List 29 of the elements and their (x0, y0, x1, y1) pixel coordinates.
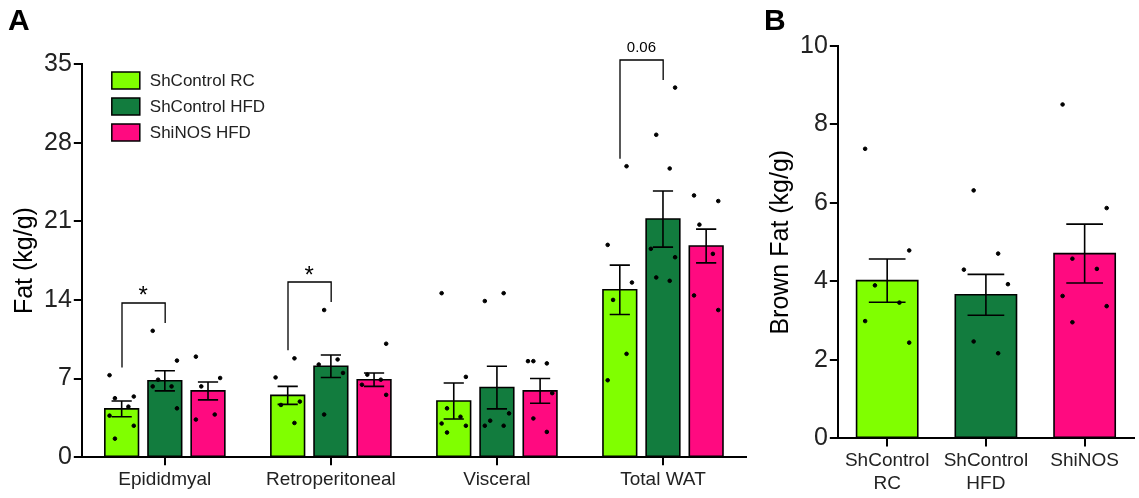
y-tick-label: 0 (813, 422, 828, 451)
legend-label: ShControl RC (149, 70, 255, 90)
y-tick-label: 28 (44, 126, 72, 155)
y-tick-label: 2 (813, 343, 828, 372)
chart-title: B (764, 3, 786, 37)
y-tick-label: 21 (44, 205, 72, 234)
annotation: * (304, 260, 314, 288)
legend-label: ShiNOS HFD (149, 122, 251, 142)
text: 0.06 (626, 38, 656, 56)
x-tick-label: ShControl RC (844, 449, 930, 493)
y-tick-label: 4 (813, 265, 828, 294)
y-tick-label: 0 (57, 441, 72, 470)
y-tick-label: 10 (800, 29, 828, 58)
y-tick-label: 14 (44, 283, 72, 312)
annotation: * (138, 281, 148, 309)
x-tick-label: Epididmyal (118, 467, 212, 489)
legend-label: ShControl HFD (149, 96, 266, 116)
x-tick-label: Visceral (463, 467, 531, 489)
y-axis-title: Fat (kg/g) (8, 207, 37, 315)
y-axis-title: Brown Fat (kg/g) (764, 149, 793, 335)
x-tick-label: Retroperitoneal (265, 467, 396, 489)
y-tick-label: 6 (813, 186, 828, 215)
x-tick-label: ShControl HFD (943, 449, 1029, 493)
y-tick-label: 7 (57, 362, 72, 391)
x-tick-label: Total WAT (620, 467, 707, 489)
chart-title: A (8, 3, 30, 37)
x-tick-label: ShiNOS (1050, 449, 1119, 471)
y-tick-label: 8 (813, 108, 828, 137)
y-tick-label: 35 (44, 47, 72, 76)
